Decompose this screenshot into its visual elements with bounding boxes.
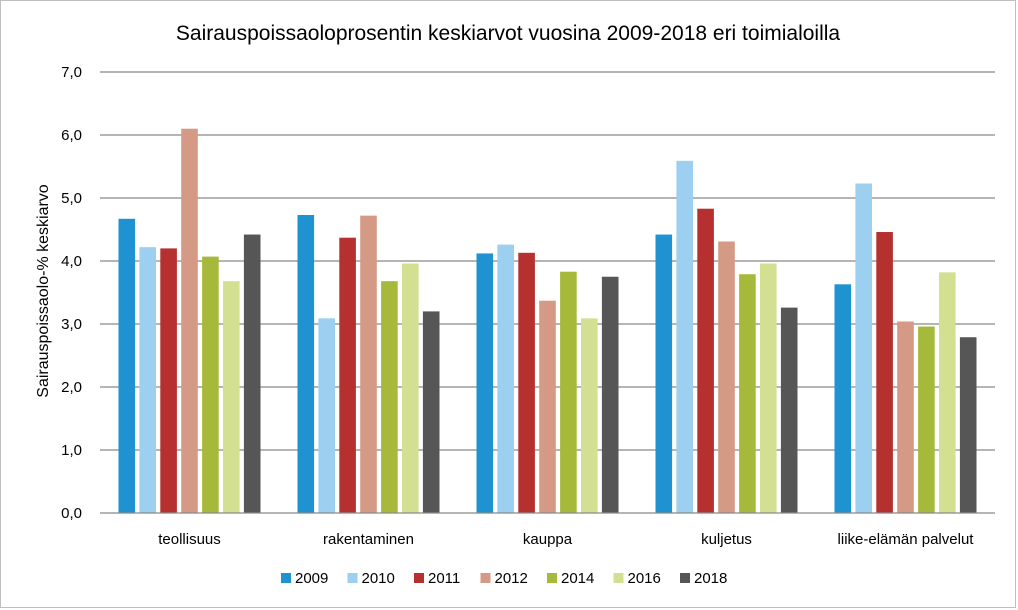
legend-swatch bbox=[547, 573, 557, 583]
bar bbox=[697, 208, 714, 513]
category-labels: teollisuus rakentaminen kauppa kuljetus liik… bbox=[158, 531, 974, 548]
y-tick-label: 4,0 bbox=[61, 253, 82, 270]
legend-label: 2010 bbox=[362, 570, 395, 587]
legend-swatch bbox=[414, 573, 424, 583]
x-category-label: teollisuus bbox=[158, 531, 221, 548]
y-tick-label: 3,0 bbox=[61, 316, 82, 333]
bar bbox=[339, 237, 356, 513]
y-tick-label: 1,0 bbox=[61, 442, 82, 459]
bar bbox=[834, 284, 852, 513]
bar bbox=[476, 253, 494, 513]
bar bbox=[539, 300, 556, 513]
bar bbox=[518, 252, 535, 513]
bar bbox=[318, 318, 335, 513]
bar bbox=[655, 234, 673, 514]
legend-label: 2014 bbox=[561, 570, 594, 587]
bar bbox=[959, 337, 977, 513]
bar bbox=[918, 326, 935, 513]
bar bbox=[497, 244, 514, 513]
legend-swatch bbox=[480, 573, 491, 583]
bars bbox=[118, 128, 977, 514]
bar bbox=[381, 281, 398, 513]
bar bbox=[855, 183, 872, 513]
bar bbox=[581, 318, 598, 513]
x-category-label: kuljetus bbox=[701, 531, 752, 548]
x-category-label: rakentaminen bbox=[323, 531, 414, 548]
bar bbox=[939, 272, 956, 513]
legend-swatch bbox=[281, 573, 291, 583]
y-tick-label: 6,0 bbox=[61, 127, 82, 144]
bar bbox=[560, 271, 577, 513]
y-axis-ticks: 0,0 1,0 2,0 3,0 4,0 5,0 6,0 7,0 bbox=[61, 64, 82, 522]
bar bbox=[360, 215, 377, 513]
legend-label: 2009 bbox=[295, 570, 328, 587]
y-tick-label: 2,0 bbox=[61, 379, 82, 396]
bar bbox=[181, 128, 198, 513]
y-tick-label: 0,0 bbox=[61, 505, 82, 522]
legend-swatch bbox=[613, 573, 624, 583]
bar bbox=[876, 232, 893, 513]
bar bbox=[223, 281, 240, 513]
bar bbox=[718, 241, 735, 513]
legend-label: 2012 bbox=[495, 570, 528, 587]
bar bbox=[739, 274, 756, 513]
bar bbox=[402, 263, 419, 513]
y-tick-label: 7,0 bbox=[61, 64, 82, 81]
bar bbox=[760, 263, 777, 513]
legend-swatch bbox=[347, 573, 358, 583]
x-category-label: liike-elämän palvelut bbox=[838, 531, 975, 548]
legend-label: 2016 bbox=[628, 570, 661, 587]
legend-label: 2011 bbox=[428, 570, 460, 587]
bar bbox=[118, 218, 136, 514]
bar bbox=[160, 248, 177, 513]
bar bbox=[243, 234, 261, 514]
bar bbox=[422, 311, 440, 513]
legend-swatch bbox=[680, 573, 690, 583]
legend-label: 2018 bbox=[694, 570, 727, 587]
y-axis-title: Sairauspoissaolo-% keskiarvo bbox=[35, 184, 52, 398]
bar bbox=[897, 321, 914, 513]
y-tick-label: 5,0 bbox=[61, 190, 82, 207]
x-category-label: kauppa bbox=[523, 531, 573, 548]
bar bbox=[780, 307, 798, 513]
chart-title: Sairauspoissaoloprosentin keskiarvot vuo… bbox=[176, 22, 841, 45]
bar bbox=[601, 276, 619, 513]
legend: 2009 2010 2011 2012 2014 2016 2018 bbox=[281, 570, 727, 587]
bar bbox=[202, 256, 219, 513]
bar bbox=[676, 160, 693, 513]
bar bbox=[139, 247, 156, 513]
bar bbox=[297, 215, 315, 513]
